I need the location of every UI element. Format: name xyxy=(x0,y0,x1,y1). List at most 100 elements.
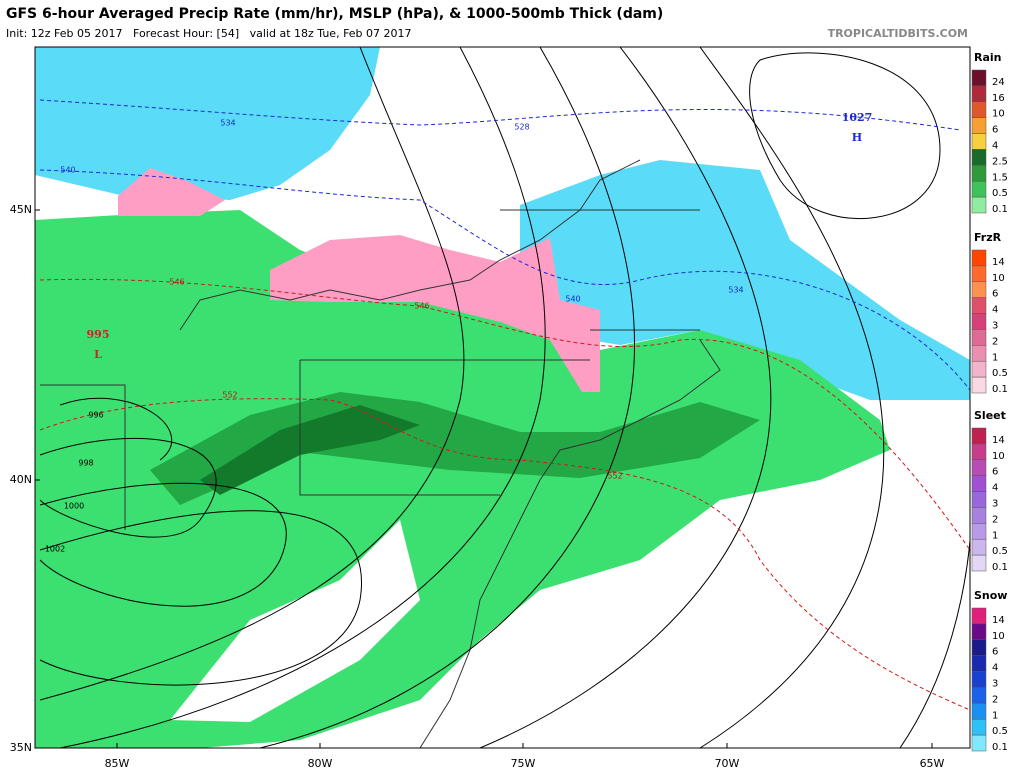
isobar xyxy=(749,52,941,220)
rain-area xyxy=(35,210,890,748)
legend-swatch xyxy=(971,281,987,298)
legend-swatch xyxy=(971,523,987,540)
isobar xyxy=(259,47,635,748)
thickness-line xyxy=(39,169,970,391)
legend-title: Rain xyxy=(974,51,1002,64)
longitude-label: 75W xyxy=(511,757,536,770)
legend-title: Sleet xyxy=(974,409,1006,422)
isobar-label: 996 xyxy=(88,411,103,420)
legend-label: 3 xyxy=(992,321,998,332)
legend-label: 0.5 xyxy=(992,726,1008,737)
isobar xyxy=(39,437,217,538)
legend-swatch xyxy=(971,655,987,672)
pressure-value: 995 xyxy=(87,328,110,341)
isobar xyxy=(59,47,546,748)
legend-label: 2.5 xyxy=(992,156,1008,167)
isobar xyxy=(699,47,885,748)
legend-swatch xyxy=(971,491,987,508)
legend-swatch xyxy=(971,360,987,378)
legend-swatch xyxy=(971,607,987,625)
map-frame xyxy=(34,46,971,749)
legend-label: 4 xyxy=(992,141,998,152)
legend-label: 16 xyxy=(992,93,1005,104)
legend-label: 1 xyxy=(992,710,998,721)
legend-label: 10 xyxy=(992,451,1005,462)
isobar-label: 1002 xyxy=(45,545,65,554)
borders xyxy=(40,384,126,530)
legend-swatch xyxy=(971,703,987,720)
map-labels: 45N 40N 35N 85W 80W 75W 70W 65W 996 998 1000 1002 53… xyxy=(10,111,945,770)
snow-area xyxy=(520,160,970,400)
snow-area xyxy=(35,47,380,200)
thickness-lines xyxy=(39,99,970,711)
isobar xyxy=(39,482,287,607)
legend-label: 1 xyxy=(992,530,998,541)
legend-title: FrzR xyxy=(974,231,1002,244)
legend-swatch xyxy=(971,538,987,556)
legend-label: 0.1 xyxy=(992,204,1008,215)
isobar xyxy=(39,510,363,686)
thickness-label: 546 xyxy=(414,302,429,311)
legend-label: 14 xyxy=(992,435,1005,446)
pressure-symbol: L xyxy=(94,348,102,361)
legend-label: 6 xyxy=(992,125,998,136)
legend-label: 14 xyxy=(992,257,1005,268)
legend-swatch xyxy=(971,69,987,87)
thickness-label: 552 xyxy=(222,391,237,400)
legend-swatch xyxy=(971,345,987,362)
legend-swatch xyxy=(971,85,987,103)
thickness-line xyxy=(39,398,970,711)
map xyxy=(35,47,970,748)
legend-swatch xyxy=(971,671,987,688)
thickness-label: 528 xyxy=(514,123,529,132)
subtitle: Init: 12z Feb 05 2017 Forecast Hour: [54… xyxy=(6,27,412,40)
isobar-label: 1000 xyxy=(64,502,84,511)
snow-pink-area xyxy=(118,168,225,216)
rain-heaviest xyxy=(200,405,420,495)
legend-label: 24 xyxy=(992,77,1005,88)
title: GFS 6-hour Averaged Precip Rate (mm/hr),… xyxy=(6,6,663,22)
legend-label: 10 xyxy=(992,273,1005,284)
legend-swatch xyxy=(971,297,987,314)
legend-label: 6 xyxy=(992,467,998,478)
isobar xyxy=(59,397,173,461)
legend-swatch xyxy=(971,639,987,656)
watermark: TROPICALTIDBITS.COM xyxy=(828,27,968,40)
thickness-label: 534 xyxy=(728,286,743,295)
legend-swatch xyxy=(971,180,987,198)
borders xyxy=(299,209,700,496)
longitude-label: 70W xyxy=(715,757,740,770)
legend-label: 3 xyxy=(992,679,998,690)
legend-label: 0.1 xyxy=(992,562,1008,573)
isobar xyxy=(39,47,465,701)
thickness-line xyxy=(39,278,970,551)
isobars xyxy=(39,47,970,748)
legend-label: 0.5 xyxy=(992,188,1008,199)
legend-label: 4 xyxy=(992,305,998,316)
rain-heavy xyxy=(150,392,760,505)
legend-label: 0.1 xyxy=(992,742,1008,753)
legend-swatch xyxy=(971,313,987,330)
legend-swatch xyxy=(971,133,987,150)
legend-label: 10 xyxy=(992,631,1005,642)
thickness-label: 546 xyxy=(169,278,184,287)
pressure-symbol: H xyxy=(852,131,862,144)
legend-swatch xyxy=(971,329,987,346)
legend-swatch xyxy=(971,376,987,394)
dry-area xyxy=(480,520,970,748)
legend-swatch xyxy=(971,554,987,572)
thickness-line xyxy=(39,99,961,131)
legend-label: 0.5 xyxy=(992,546,1008,557)
isobar-label: 998 xyxy=(78,459,93,468)
legend-swatch xyxy=(971,443,987,461)
legend-label: 4 xyxy=(992,483,998,494)
snow-pink-area xyxy=(270,235,600,392)
legend-label: 14 xyxy=(992,615,1005,626)
pressure-value: 1027 xyxy=(842,111,873,124)
latitude-label: 35N xyxy=(10,741,32,754)
legend-swatch xyxy=(971,249,987,267)
legend-label: 0.5 xyxy=(992,368,1008,379)
legend: Rain241610642.51.50.50.1FrzR1410643210.5… xyxy=(971,51,1008,753)
legend-swatch xyxy=(971,149,987,166)
